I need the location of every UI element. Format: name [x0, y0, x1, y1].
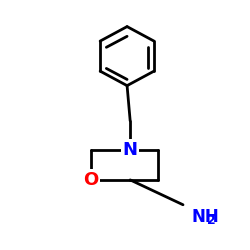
Text: 2: 2 — [207, 214, 216, 228]
Text: N: N — [123, 141, 138, 159]
Text: NH: NH — [191, 208, 219, 226]
Text: O: O — [83, 171, 98, 189]
